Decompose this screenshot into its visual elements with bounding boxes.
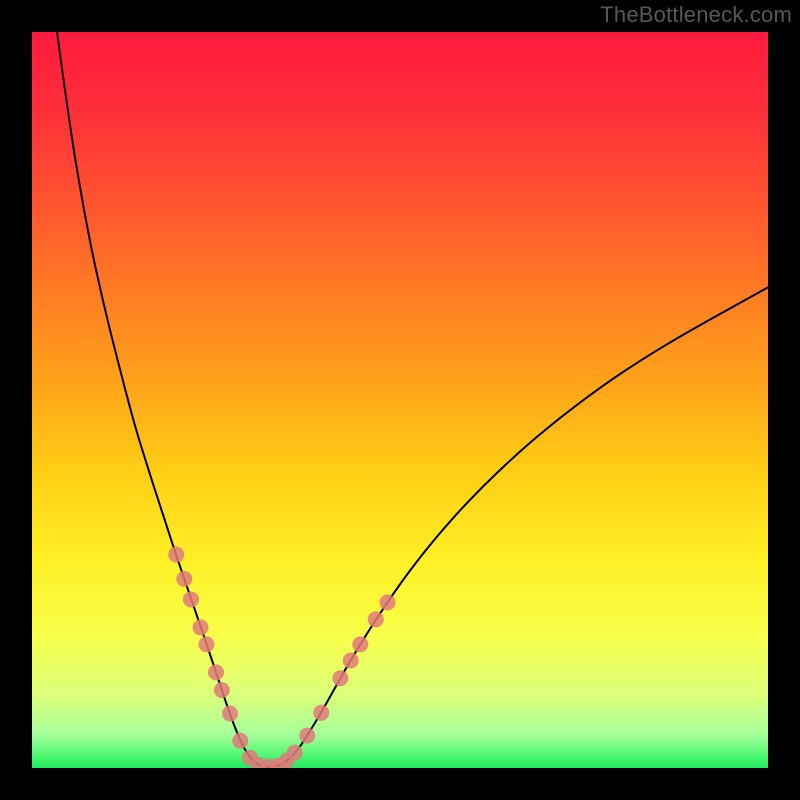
curve-marker bbox=[176, 571, 192, 587]
gradient-background bbox=[32, 32, 768, 768]
curve-marker bbox=[368, 611, 384, 627]
curve-marker bbox=[332, 670, 348, 686]
watermark-text: TheBottleneck.com bbox=[600, 2, 792, 28]
curve-marker bbox=[214, 682, 230, 698]
curve-marker bbox=[168, 547, 184, 563]
curve-marker bbox=[299, 728, 315, 744]
stage: TheBottleneck.com bbox=[0, 0, 800, 800]
curve-marker bbox=[379, 594, 395, 610]
curve-marker bbox=[222, 706, 238, 722]
curve-marker bbox=[287, 745, 303, 761]
curve-marker bbox=[352, 636, 368, 652]
chart-svg bbox=[0, 0, 800, 800]
curve-marker bbox=[313, 705, 329, 721]
curve-marker bbox=[183, 591, 199, 607]
curve-marker bbox=[208, 664, 224, 680]
curve-marker bbox=[198, 636, 214, 652]
curve-marker bbox=[343, 653, 359, 669]
curve-marker bbox=[193, 619, 209, 635]
curve-marker bbox=[232, 733, 248, 749]
